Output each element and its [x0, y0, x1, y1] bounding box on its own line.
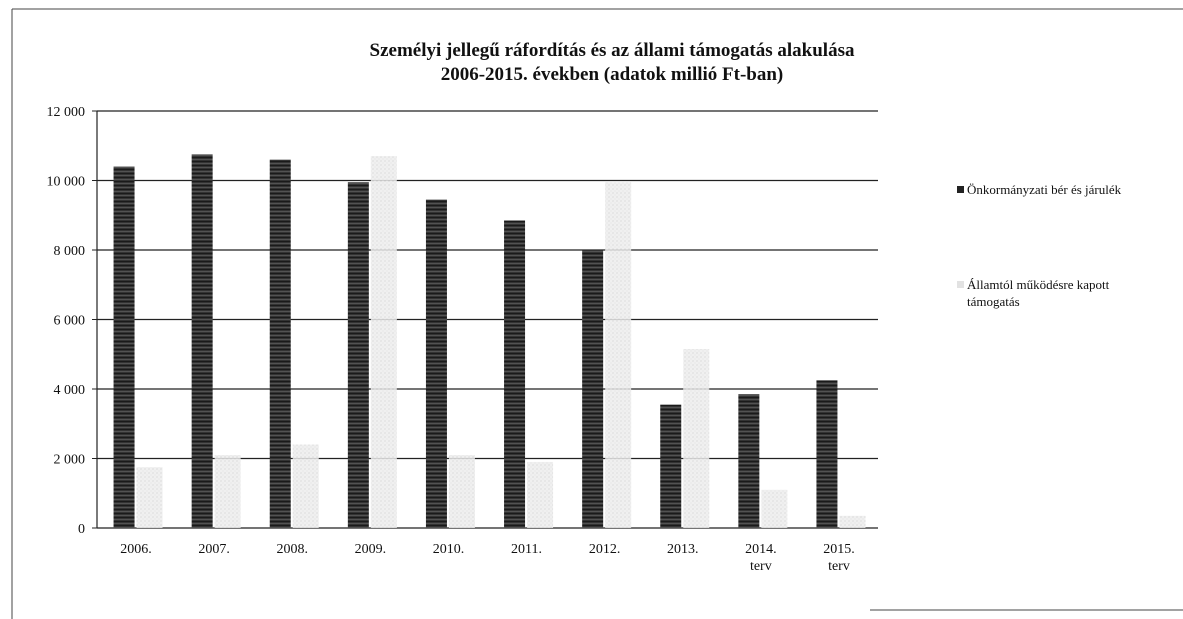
x-tick-label: terv [828, 559, 850, 574]
y-tick-label: 0 [78, 522, 85, 537]
bar-allamtol-mukodesre-kapott-tamogatas [370, 156, 397, 529]
y-tick-label: 8 000 [54, 244, 86, 259]
bar-allamtol-mukodesre-kapott-tamogatas [136, 467, 163, 528]
bar-onkormanyzati-ber-es-jarulek [191, 154, 213, 528]
bar-onkormanyzati-ber-es-jarulek [113, 166, 135, 528]
bar-onkormanyzati-ber-es-jarulek [816, 380, 838, 528]
gridlines [97, 110, 878, 460]
bar-allamtol-mukodesre-kapott-tamogatas [292, 444, 319, 528]
x-tick-label: terv [750, 559, 772, 574]
x-tick-label: 2008. [277, 542, 309, 557]
y-tick-label: 12 000 [47, 105, 86, 120]
bar-onkormanyzati-ber-es-jarulek [347, 182, 369, 529]
bar-onkormanyzati-ber-es-jarulek [660, 404, 682, 528]
bar-allamtol-mukodesre-kapott-tamogatas [683, 349, 710, 528]
x-tick-label: 2010. [433, 542, 465, 557]
legend-label-series-2-line-2: támogatás [967, 294, 1020, 309]
x-tick-labels: 2006. 2007. 2008. 2009. 2010. 2011. 2012. 2013.… [120, 542, 854, 574]
x-tick-label: 2011. [511, 542, 542, 557]
bar-onkormanyzati-ber-es-jarulek [269, 159, 291, 528]
x-tick-label: 2007. [198, 542, 230, 557]
x-tick-label: 2015. [823, 542, 855, 557]
legend-swatch-series-1 [957, 186, 964, 193]
y-tick-label: 2 000 [54, 453, 86, 468]
y-tick-label: 10 000 [47, 175, 86, 190]
bar-onkormanyzati-ber-es-jarulek [582, 250, 604, 528]
x-tick-label: 2013. [667, 542, 699, 557]
legend-swatch-series-2 [957, 281, 964, 288]
bar-allamtol-mukodesre-kapott-tamogatas [214, 455, 241, 528]
bar-onkormanyzati-ber-es-jarulek [425, 199, 447, 529]
legend: Önkormányzati bér és járulék Államtól mű… [957, 182, 1122, 309]
x-tick-label: 2009. [355, 542, 387, 557]
chart-title-line-1: Személyi jellegű ráfordítás és az állami… [370, 40, 855, 61]
y-tick-labels: 0 2 000 4 000 6 000 8 000 10 000 12 000 [47, 105, 86, 537]
bars [113, 154, 866, 529]
x-tick-label: 2006. [120, 542, 152, 557]
bar-allamtol-mukodesre-kapott-tamogatas [448, 455, 475, 528]
legend-label-series-1: Önkormányzati bér és járulék [967, 182, 1122, 197]
bar-allamtol-mukodesre-kapott-tamogatas [527, 461, 554, 528]
x-tick-label: 2014. [745, 542, 777, 557]
legend-label-series-2-line-1: Államtól működésre kapott [967, 277, 1110, 292]
y-tick-label: 4 000 [54, 383, 86, 398]
chart-title-line-2: 2006-2015. években (adatok millió Ft-ban… [441, 64, 784, 85]
bar-onkormanyzati-ber-es-jarulek [504, 220, 526, 528]
x-tick-label: 2012. [589, 542, 621, 557]
bar-allamtol-mukodesre-kapott-tamogatas [761, 489, 788, 528]
bar-allamtol-mukodesre-kapott-tamogatas [605, 182, 632, 529]
bar-allamtol-mukodesre-kapott-tamogatas [839, 515, 866, 528]
bar-onkormanyzati-ber-es-jarulek [738, 394, 760, 528]
y-tick-label: 6 000 [54, 314, 86, 329]
